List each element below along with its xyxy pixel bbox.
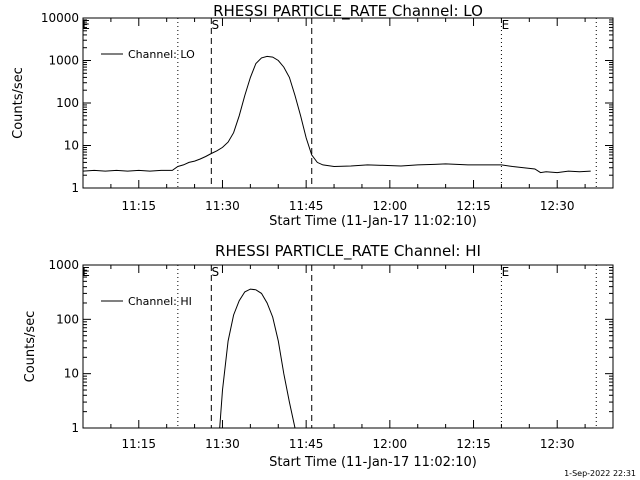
x-tick-label: 11:15 bbox=[121, 437, 156, 451]
y-axis-label: Counts/sec bbox=[23, 311, 38, 383]
chart-title: RHESSI PARTICLE_RATE Channel: LO bbox=[213, 2, 483, 21]
y-tick-label: 10000 bbox=[41, 11, 79, 25]
marker-e: E bbox=[502, 18, 510, 32]
x-tick-label: 12:00 bbox=[373, 437, 408, 451]
x-tick-label: 11:15 bbox=[121, 199, 156, 213]
timestamp: 1-Sep-2022 22:31 bbox=[564, 469, 636, 478]
marker-e: E bbox=[502, 265, 510, 279]
x-tick-label: 12:30 bbox=[540, 437, 575, 451]
y-tick-label: 100 bbox=[56, 96, 79, 110]
y-tick-label: 1000 bbox=[48, 54, 79, 68]
x-tick-label: 11:45 bbox=[289, 437, 324, 451]
x-tick-label: 11:45 bbox=[289, 199, 324, 213]
y-tick-label: 10 bbox=[64, 139, 79, 153]
chart-title: RHESSI PARTICLE_RATE Channel: HI bbox=[215, 242, 481, 261]
marker-e-corner: E bbox=[82, 18, 90, 32]
marker-s: S bbox=[212, 18, 220, 32]
x-tick-label: 12:15 bbox=[456, 437, 491, 451]
x-tick-label: 12:00 bbox=[373, 199, 408, 213]
chart-panel-2: RHESSI PARTICLE_RATE Channel: HI 1 10 100 10… bbox=[23, 242, 614, 470]
x-tick-label: 11:30 bbox=[205, 199, 240, 213]
series-line-1 bbox=[82, 55, 591, 174]
y-tick-label: 10 bbox=[64, 367, 79, 381]
legend-label: Channel: HI bbox=[128, 295, 192, 308]
y-tick-label: 1 bbox=[71, 181, 79, 195]
y-tick-label: 100 bbox=[56, 312, 79, 326]
plot-frame bbox=[82, 264, 614, 429]
x-axis-label: Start Time (11-Jan-17 11:02:10) bbox=[269, 455, 477, 470]
chart-panel-1: RHESSI PARTICLE_RATE Channel: LO 1 10 100 10… bbox=[11, 2, 614, 229]
y-axis-label: Counts/sec bbox=[11, 67, 26, 139]
x-axis-label: Start Time (11-Jan-17 11:02:10) bbox=[269, 214, 477, 229]
y-tick-label: 1 bbox=[71, 421, 79, 435]
x-tick-label: 12:30 bbox=[540, 199, 575, 213]
x-tick-label: 11:30 bbox=[205, 437, 240, 451]
x-tick-label: 12:15 bbox=[456, 199, 491, 213]
series-line-1 bbox=[219, 288, 296, 429]
marker-e-corner: E bbox=[82, 265, 90, 279]
marker-s: S bbox=[212, 265, 220, 279]
legend-label: Channel: LO bbox=[128, 48, 195, 61]
y-tick-label: 1000 bbox=[48, 258, 79, 272]
plot-frame bbox=[82, 17, 614, 189]
